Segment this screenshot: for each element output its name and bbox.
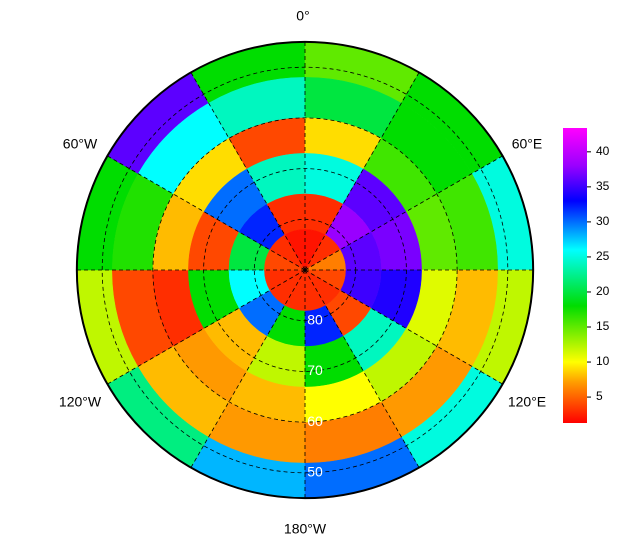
colorbar-tick-label: 5	[596, 389, 603, 403]
meridian	[304, 72, 420, 271]
colorbar-tick-label: 35	[596, 179, 610, 193]
lat-label: 70	[307, 362, 323, 378]
map-border	[75, 40, 535, 500]
lon-label: 60°E	[512, 136, 543, 152]
lat-label: 80	[307, 311, 323, 327]
parallel	[203, 168, 407, 372]
parallel	[101, 66, 509, 474]
colorbar-tick-label: 25	[596, 249, 610, 263]
colorbar-tick-label: 20	[596, 284, 610, 298]
cell	[304, 269, 326, 311]
graticule: 80 70 60 50	[75, 40, 535, 500]
colorbar-tick-label: 40	[596, 144, 610, 158]
lon-label: 120°W	[59, 394, 102, 410]
colorbar-tick-label: 30	[596, 214, 610, 228]
meridian	[190, 72, 306, 271]
parallel	[253, 218, 357, 322]
meridian	[304, 269, 420, 468]
colorbar-tick-label: 15	[596, 319, 610, 333]
lon-label: 120°E	[508, 394, 546, 410]
colorbar: 5 10 15 20 25 30 35 40	[563, 128, 610, 423]
lon-label: 60°W	[63, 136, 98, 152]
meridian	[107, 155, 306, 271]
parallel	[152, 117, 458, 423]
colorbar-tick-label: 10	[596, 354, 610, 368]
meridian	[107, 269, 306, 385]
lon-label: 0°	[296, 8, 309, 24]
lon-label: 180°W	[284, 521, 327, 537]
lat-label: 50	[307, 464, 323, 480]
colorbar-fill	[563, 128, 587, 423]
lat-label: 60	[307, 413, 323, 429]
meridian	[304, 155, 503, 271]
meridian	[190, 269, 306, 468]
meridian	[304, 269, 503, 385]
cells	[76, 41, 534, 499]
